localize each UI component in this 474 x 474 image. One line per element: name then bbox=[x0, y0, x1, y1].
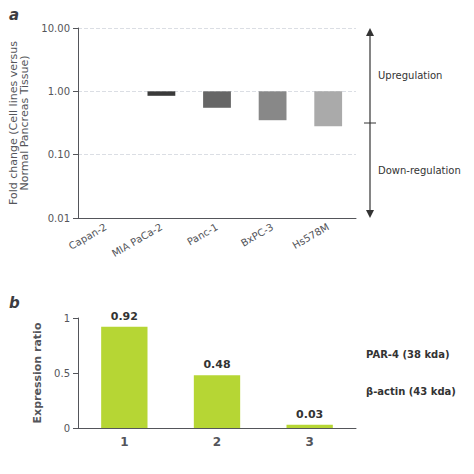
svg-text:0.03: 0.03 bbox=[296, 408, 323, 421]
svg-text:Capan-2: Capan-2 bbox=[67, 221, 109, 251]
svg-text:Upregulation: Upregulation bbox=[378, 70, 442, 81]
svg-text:b: b bbox=[9, 294, 20, 312]
svg-text:1: 1 bbox=[64, 313, 70, 324]
svg-text:Expression ratio: Expression ratio bbox=[31, 322, 44, 423]
svg-text:β-actin (43 kda): β-actin (43 kda) bbox=[366, 386, 456, 397]
svg-text:0.01: 0.01 bbox=[48, 213, 70, 224]
svg-text:2: 2 bbox=[213, 435, 221, 449]
svg-text:PAR-4 (38 kda): PAR-4 (38 kda) bbox=[366, 349, 450, 360]
svg-text:0.5: 0.5 bbox=[54, 368, 70, 379]
svg-text:1: 1 bbox=[120, 435, 128, 449]
svg-text:Fold change (Cell lines versus: Fold change (Cell lines versus bbox=[7, 41, 21, 205]
svg-text:1.00: 1.00 bbox=[48, 86, 70, 97]
svg-text:a: a bbox=[9, 6, 19, 24]
svg-text:0: 0 bbox=[64, 423, 70, 434]
svg-text:Down-regulation: Down-regulation bbox=[378, 165, 461, 176]
svg-text:10.00: 10.00 bbox=[41, 23, 70, 34]
svg-text:3: 3 bbox=[305, 435, 313, 449]
svg-text:Panc-1: Panc-1 bbox=[185, 221, 219, 247]
svg-text:MIA PaCa-2: MIA PaCa-2 bbox=[110, 221, 164, 259]
svg-text:0.92: 0.92 bbox=[111, 310, 138, 323]
svg-text:0.48: 0.48 bbox=[203, 358, 230, 371]
svg-text:0.10: 0.10 bbox=[48, 149, 70, 160]
svg-text:BxPC-3: BxPC-3 bbox=[239, 221, 275, 248]
svg-text:Normal Pancreas Tissue): Normal Pancreas Tissue) bbox=[18, 55, 31, 190]
svg-text:Hs578M: Hs578M bbox=[290, 221, 330, 251]
